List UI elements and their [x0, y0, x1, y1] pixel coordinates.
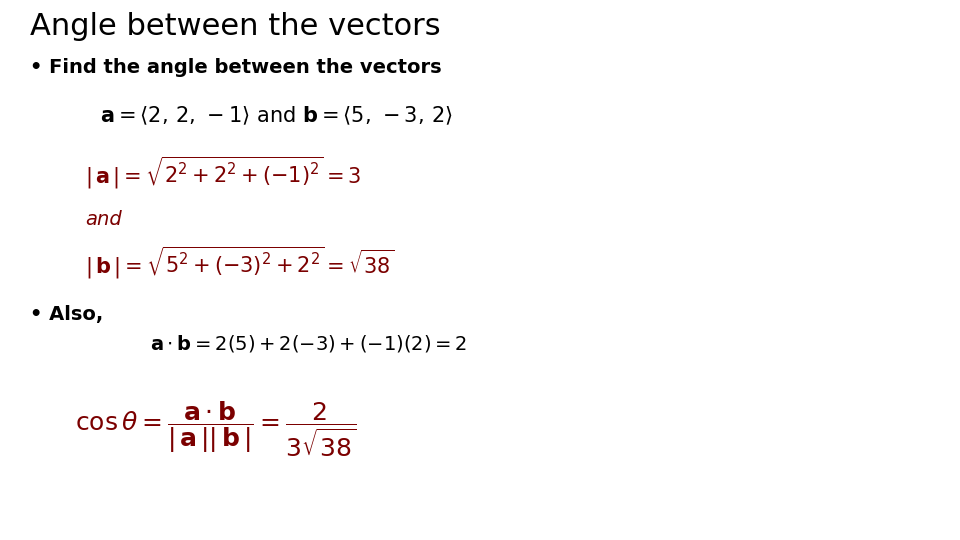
Text: • Also,: • Also,	[30, 305, 104, 324]
Text: $\mathbf{a} = \langle 2,\, 2,\, -1\rangle$ and $\mathbf{b} = \langle 5,\, -3,\, : $\mathbf{a} = \langle 2,\, 2,\, -1\rangl…	[100, 105, 453, 127]
Text: $|\,\mathbf{a}\,|= \sqrt{2^2 + 2^2 + (-1)^2} = 3$: $|\,\mathbf{a}\,|= \sqrt{2^2 + 2^2 + (-1…	[85, 155, 361, 191]
Text: • Find the angle between the vectors: • Find the angle between the vectors	[30, 58, 442, 77]
Text: $|\,\mathbf{b}\,|= \sqrt{5^2 + (-3)^2 + 2^2} = \sqrt{38}$: $|\,\mathbf{b}\,|= \sqrt{5^2 + (-3)^2 + …	[85, 245, 395, 281]
Text: $\cos\theta = \dfrac{\mathbf{a} \cdot \mathbf{b}}{|\,\mathbf{a}\,||\,\mathbf{b}\: $\cos\theta = \dfrac{\mathbf{a} \cdot \m…	[75, 400, 356, 460]
Text: and: and	[85, 210, 122, 229]
Text: $\mathbf{a} \cdot \mathbf{b} = 2(5) + 2(-3) +(-1)(2) = 2$: $\mathbf{a} \cdot \mathbf{b} = 2(5) + 2(…	[150, 333, 467, 354]
Text: Angle between the vectors: Angle between the vectors	[30, 12, 441, 41]
